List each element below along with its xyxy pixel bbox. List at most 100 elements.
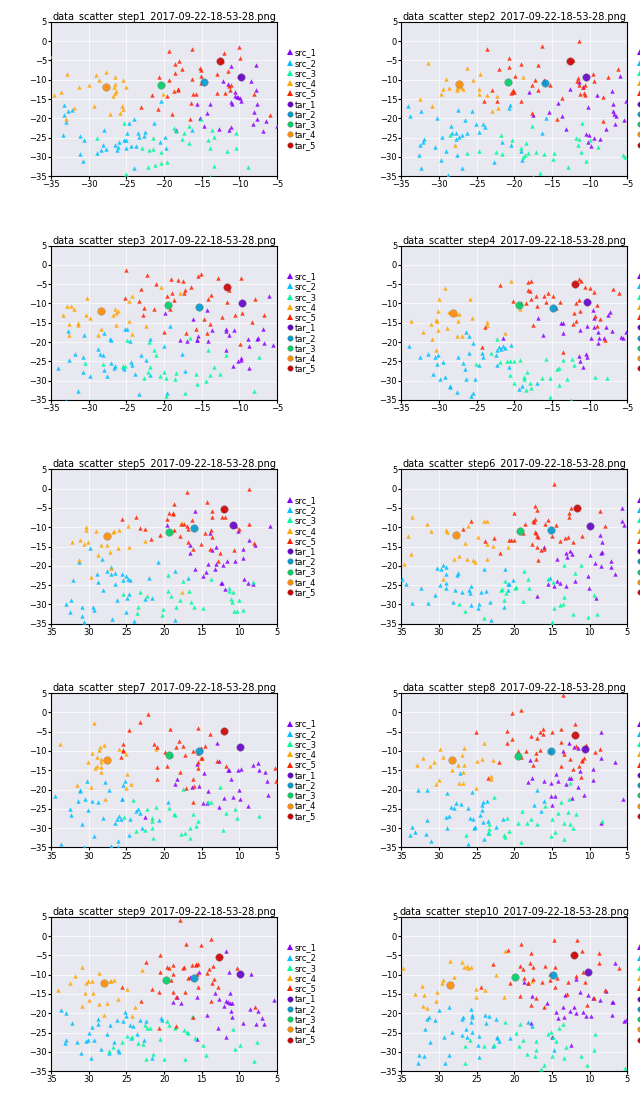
Point <box>236 761 246 778</box>
Point <box>141 351 152 368</box>
Point <box>586 137 596 154</box>
Point <box>557 742 568 760</box>
Point <box>99 361 109 378</box>
Point <box>458 354 468 372</box>
Point <box>181 935 191 952</box>
Point <box>209 357 220 375</box>
Point <box>461 957 472 975</box>
Point <box>214 752 224 769</box>
Point <box>399 555 410 573</box>
Point <box>60 110 70 128</box>
Point <box>549 475 559 493</box>
Point <box>222 552 232 569</box>
Point <box>569 356 579 374</box>
Point <box>159 337 169 354</box>
Point <box>245 1000 255 1018</box>
Point <box>620 516 630 533</box>
Point <box>147 530 157 548</box>
Point <box>567 545 577 563</box>
Point <box>589 130 599 148</box>
Point <box>184 968 195 986</box>
Point <box>180 1050 190 1068</box>
Point <box>559 588 569 606</box>
Point <box>260 113 271 130</box>
Point <box>115 104 125 121</box>
Point <box>454 548 464 565</box>
Point <box>225 995 236 1012</box>
Point <box>248 575 258 592</box>
Point <box>129 158 139 176</box>
Point <box>525 751 535 768</box>
Point <box>121 131 131 149</box>
Point <box>77 607 87 624</box>
Point <box>610 115 620 132</box>
Point <box>217 508 227 526</box>
Point <box>79 838 90 856</box>
Point <box>53 982 63 999</box>
Point <box>575 768 586 786</box>
Point <box>588 989 598 1007</box>
Point <box>445 378 455 396</box>
Point <box>237 550 248 567</box>
Point <box>533 309 543 327</box>
Point <box>486 767 496 785</box>
Point <box>486 769 496 787</box>
Point <box>286 768 296 786</box>
Point <box>540 145 550 163</box>
Point <box>98 810 108 827</box>
Point <box>600 318 611 336</box>
Point <box>93 1015 103 1033</box>
Point <box>155 133 165 151</box>
Point <box>445 952 455 969</box>
Point <box>577 359 588 376</box>
Point <box>230 306 241 324</box>
Point <box>123 571 133 588</box>
Point <box>547 742 557 760</box>
Point <box>84 77 94 94</box>
Point <box>504 49 515 67</box>
Point <box>191 320 201 338</box>
Point <box>61 114 72 131</box>
Point <box>515 988 525 1006</box>
Point <box>520 146 530 164</box>
Point <box>234 520 244 538</box>
Point <box>463 517 474 534</box>
Point <box>90 760 100 777</box>
Point <box>491 143 501 161</box>
Point <box>92 67 102 84</box>
Point <box>547 811 557 828</box>
Point <box>161 369 171 387</box>
Point <box>110 814 120 832</box>
Point <box>403 97 413 115</box>
Point <box>431 992 442 1010</box>
Point <box>191 85 201 103</box>
Point <box>403 527 413 544</box>
Point <box>526 811 536 828</box>
Point <box>225 82 236 99</box>
Legend: src_1, src_2, src_3, src_4, src_5, tar_1, tar_2, tar_3, tar_4, tar_5: src_1, src_2, src_3, src_4, src_5, tar_1… <box>286 942 318 1045</box>
Point <box>279 754 289 772</box>
Point <box>232 89 242 106</box>
Point <box>216 574 227 591</box>
Point <box>488 751 498 768</box>
Point <box>161 387 171 404</box>
Point <box>182 517 192 534</box>
Point <box>454 306 464 324</box>
Point <box>215 778 225 796</box>
Point <box>531 143 541 161</box>
Point <box>65 974 75 991</box>
Point <box>141 953 151 971</box>
Point <box>531 287 541 305</box>
Point <box>202 795 212 812</box>
Point <box>540 772 550 789</box>
Point <box>614 284 625 302</box>
Point <box>111 305 121 322</box>
Point <box>231 124 241 141</box>
Point <box>522 363 532 380</box>
Point <box>543 575 553 592</box>
Point <box>555 532 565 550</box>
Title: data_scatter_step8_2017-09-22-18-53-28.png: data_scatter_step8_2017-09-22-18-53-28.p… <box>403 682 626 693</box>
Point <box>477 339 487 356</box>
Point <box>203 291 213 308</box>
Point <box>518 148 528 165</box>
